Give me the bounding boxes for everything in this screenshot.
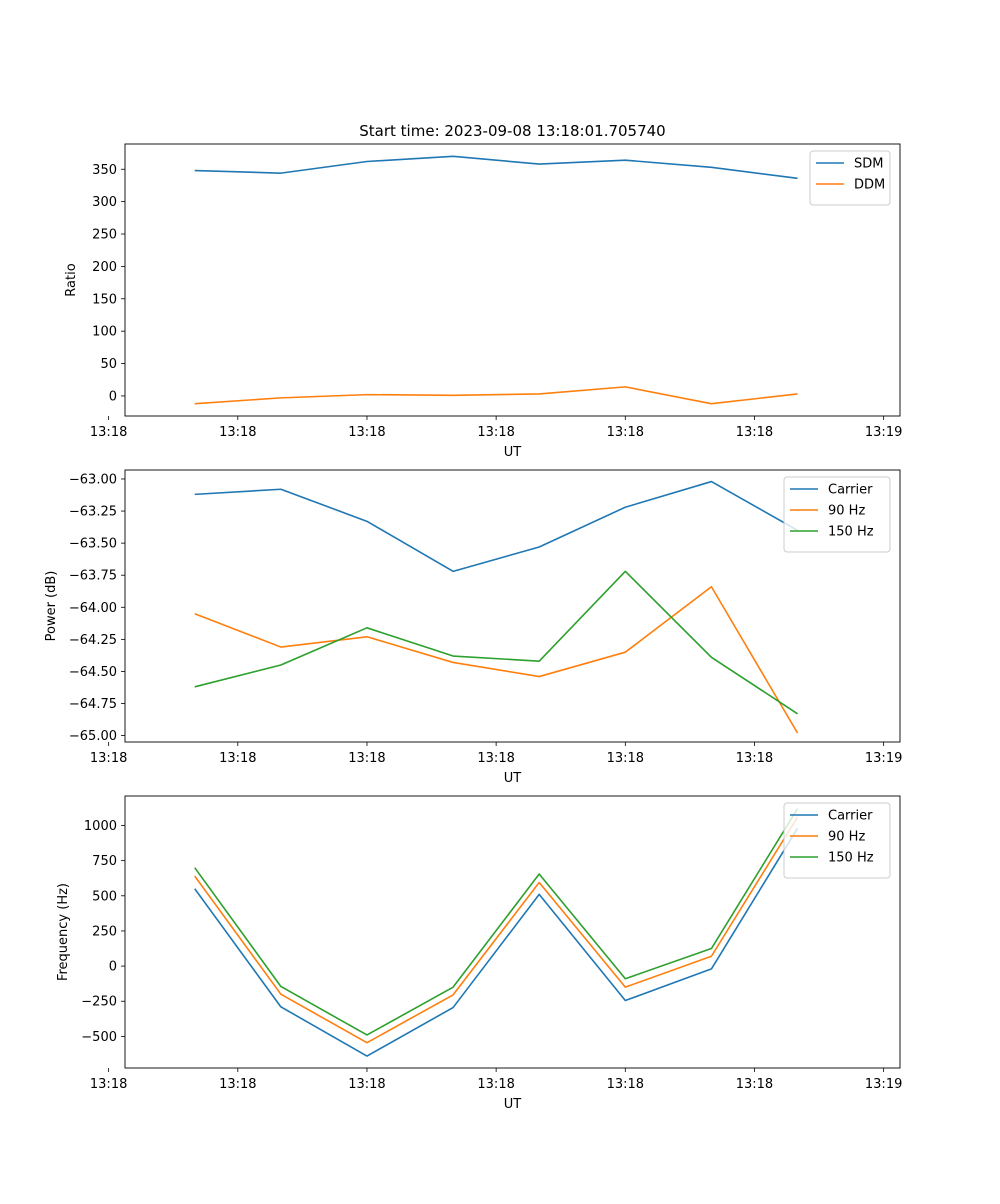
y-tick-label: 500: [92, 889, 117, 904]
axes-frame: [124, 795, 901, 1069]
y-tick-label: 150: [92, 292, 117, 307]
y-tick-label: 750: [92, 854, 117, 869]
series-line-150-hz: [194, 570, 798, 715]
x-tick-label: 13:18: [90, 1077, 127, 1092]
x-axis-label: UT: [504, 445, 522, 460]
y-tick-label: 350: [92, 163, 117, 178]
y-tick-label: −63.00: [69, 472, 117, 487]
legend-label: Carrier: [828, 483, 873, 498]
series-line-ddm: [194, 386, 798, 405]
y-axis-label: Frequency (Hz): [56, 883, 71, 981]
legend-box: [783, 802, 891, 879]
x-axis-label: UT: [504, 771, 522, 786]
subplot-2: 13:18 13:18 13:18 13:18 13:18 13:18 13:19 −65.0…: [44, 469, 902, 786]
legend-label: DDM: [854, 178, 885, 193]
y-tick-label: 0: [109, 960, 117, 975]
x-tick-label: 13:19: [865, 425, 902, 440]
legend-label: Carrier: [828, 809, 873, 824]
legend-label: 90 Hz: [828, 504, 865, 519]
x-tick-label: 13:18: [219, 1077, 256, 1092]
y-tick-label: −64.25: [69, 633, 117, 648]
x-tick-label: 13:18: [348, 751, 385, 766]
legend: SDM DDM: [809, 150, 891, 206]
series-line-sdm: [194, 155, 798, 180]
y-tick-label: 100: [92, 325, 117, 340]
y-tick-label: 300: [92, 195, 117, 210]
legend: Carrier 90 Hz 150 Hz: [783, 476, 891, 553]
x-tick-label: 13:18: [607, 751, 644, 766]
x-tick-label: 13:18: [477, 425, 514, 440]
y-tick-label: −250: [81, 995, 117, 1010]
x-tick-label: 13:18: [219, 425, 256, 440]
y-tick-label: −65.00: [69, 729, 117, 744]
x-tick-label: 13:18: [736, 751, 773, 766]
legend-label: 150 Hz: [828, 525, 874, 540]
x-tick-label: 13:18: [477, 751, 514, 766]
x-tick-label: 13:18: [736, 425, 773, 440]
y-tick-label: 250: [92, 228, 117, 243]
x-tick-label: 13:19: [865, 751, 902, 766]
figure-title: Start time: 2023-09-08 13:18:01.705740: [359, 122, 665, 140]
x-tick-label: 13:18: [348, 425, 385, 440]
y-tick-label: 50: [100, 357, 117, 372]
legend-label: 150 Hz: [828, 851, 874, 866]
legend: Carrier 90 Hz 150 Hz: [783, 802, 891, 879]
legend-box: [809, 150, 891, 206]
y-tick-label: 1000: [84, 819, 117, 834]
x-tick-label: 13:18: [348, 1077, 385, 1092]
legend-label: SDM: [854, 157, 883, 172]
x-tick-label: 13:18: [607, 425, 644, 440]
y-tick-label: −64.50: [69, 665, 117, 680]
x-tick-label: 13:18: [90, 751, 127, 766]
x-axis-label: UT: [504, 1097, 522, 1112]
y-tick-label: −64.75: [69, 697, 117, 712]
axes-frame: [124, 469, 901, 743]
series-line-90-hz: [194, 816, 799, 1044]
series-line-90-hz: [194, 585, 799, 734]
x-tick-label: 13:18: [607, 1077, 644, 1092]
subplots: 13:18 13:18 13:18 13:18 13:18 13:18 13:19 0 50 10…: [44, 143, 902, 1112]
y-tick-label: −63.50: [69, 537, 117, 552]
y-tick-label: −500: [81, 1030, 117, 1045]
axes-frame: [124, 143, 901, 417]
y-tick-label: 0: [109, 389, 117, 404]
y-tick-label: −63.75: [69, 569, 117, 584]
x-tick-label: 13:18: [736, 1077, 773, 1092]
x-tick-label: 13:19: [865, 1077, 902, 1092]
series-line-150-hz: [194, 808, 799, 1036]
series-line-carrier: [194, 480, 798, 573]
legend-box: [783, 476, 891, 553]
y-tick-label: −64.00: [69, 601, 117, 616]
y-tick-label: −63.25: [69, 505, 117, 520]
subplot-3: 13:18 13:18 13:18 13:18 13:18 13:18 13:19 −500 −…: [56, 795, 902, 1112]
y-tick-label: 200: [92, 260, 117, 275]
y-axis-label: Ratio: [64, 263, 79, 296]
x-tick-label: 13:18: [219, 751, 256, 766]
x-tick-label: 13:18: [477, 1077, 514, 1092]
legend-label: 90 Hz: [828, 830, 865, 845]
subplot-1: 13:18 13:18 13:18 13:18 13:18 13:18 13:19 0 50 10…: [64, 143, 902, 460]
y-tick-label: 250: [92, 924, 117, 939]
series-line-carrier: [194, 827, 799, 1057]
x-tick-label: 13:18: [90, 425, 127, 440]
y-axis-label: Power (dB): [44, 571, 59, 642]
